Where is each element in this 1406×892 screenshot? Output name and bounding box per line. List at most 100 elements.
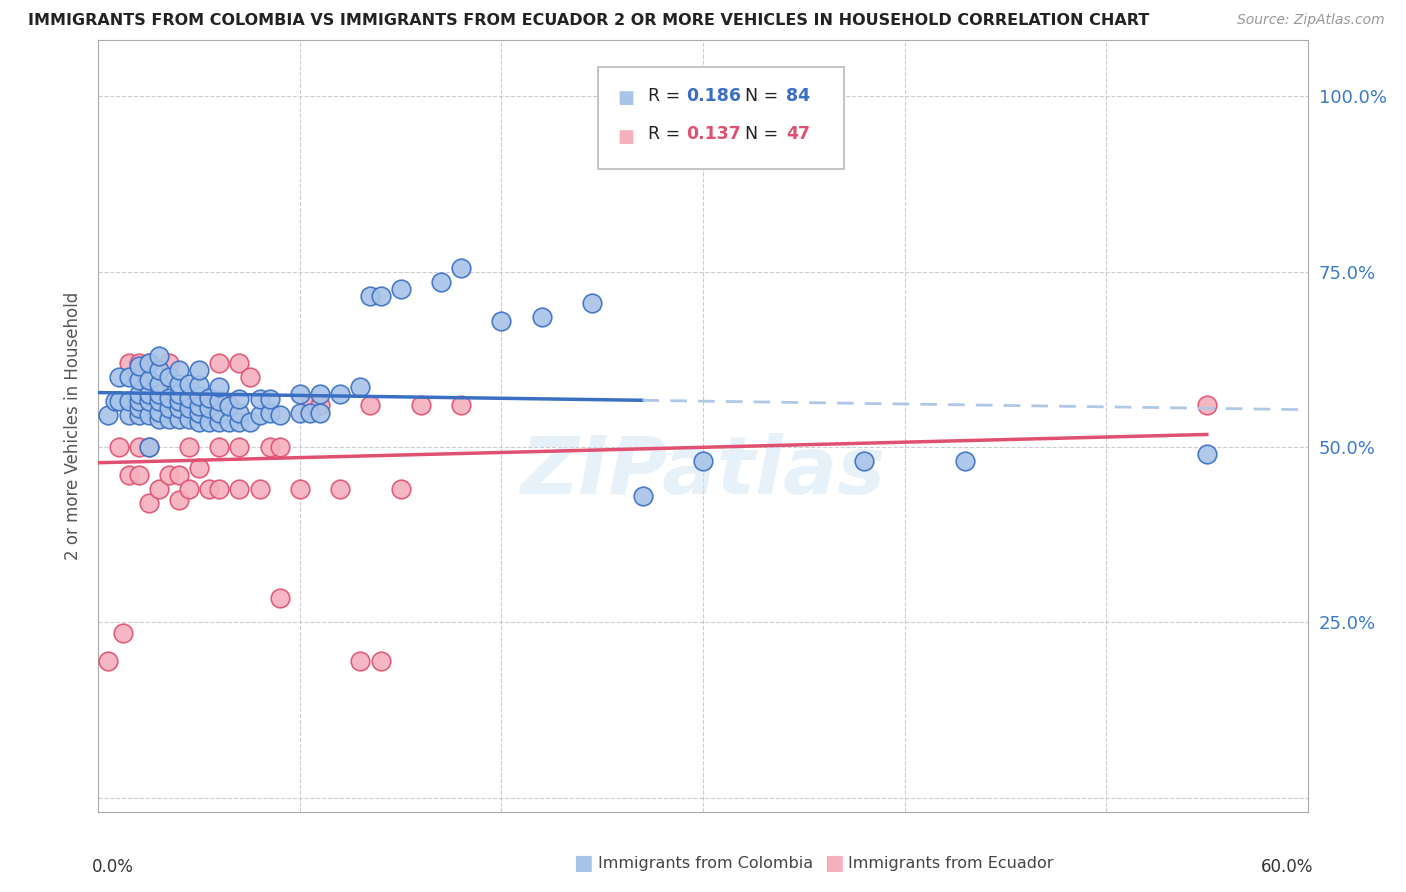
- Point: [228, 482, 250, 496]
- Point: [259, 440, 281, 454]
- Text: 0.186: 0.186: [686, 87, 741, 104]
- Point: [188, 461, 211, 475]
- Point: [128, 373, 150, 387]
- Point: [188, 416, 211, 430]
- Point: [389, 482, 412, 496]
- Text: ■: ■: [617, 89, 634, 107]
- Text: ZIPatlas: ZIPatlas: [520, 434, 886, 511]
- Point: [167, 394, 190, 409]
- Point: [128, 440, 150, 454]
- Point: [198, 482, 221, 496]
- Point: [148, 405, 170, 419]
- Point: [148, 376, 170, 391]
- Point: [167, 376, 190, 391]
- Text: R =: R =: [648, 87, 686, 104]
- Point: [228, 406, 250, 420]
- Text: 47: 47: [786, 125, 810, 143]
- Point: [269, 409, 291, 423]
- Point: [128, 409, 150, 423]
- Point: [349, 380, 371, 394]
- Point: [138, 496, 160, 510]
- Point: [179, 440, 201, 454]
- Point: [138, 394, 160, 409]
- Point: [167, 363, 190, 377]
- Point: [188, 378, 211, 392]
- Point: [118, 468, 141, 483]
- Point: [138, 409, 160, 423]
- Point: [198, 398, 221, 412]
- Point: [329, 387, 352, 401]
- Point: [179, 398, 201, 412]
- Point: [409, 398, 432, 412]
- Point: [853, 454, 876, 468]
- Point: [288, 482, 311, 496]
- Point: [167, 412, 190, 426]
- Point: [249, 409, 271, 423]
- Point: [148, 394, 170, 409]
- Point: [148, 482, 170, 496]
- Text: Immigrants from Ecuador: Immigrants from Ecuador: [848, 856, 1053, 871]
- Text: 0.0%: 0.0%: [93, 858, 134, 876]
- Text: ■: ■: [824, 854, 844, 873]
- Point: [103, 394, 125, 409]
- Point: [208, 380, 231, 394]
- Text: ■: ■: [617, 128, 634, 145]
- Point: [118, 369, 141, 384]
- Point: [208, 356, 231, 370]
- Point: [299, 398, 322, 412]
- Point: [157, 468, 180, 483]
- Point: [208, 416, 231, 430]
- Point: [218, 416, 240, 430]
- Text: N =: N =: [734, 125, 783, 143]
- Point: [491, 314, 513, 328]
- Point: [179, 391, 201, 405]
- Point: [370, 654, 392, 668]
- Point: [631, 489, 654, 503]
- Point: [138, 356, 160, 370]
- Point: [309, 406, 332, 420]
- Point: [179, 412, 201, 426]
- Text: R =: R =: [648, 125, 686, 143]
- Text: Immigrants from Colombia: Immigrants from Colombia: [598, 856, 813, 871]
- Point: [157, 401, 180, 416]
- Point: [309, 398, 332, 412]
- Point: [208, 406, 231, 420]
- Point: [167, 401, 190, 416]
- Point: [148, 387, 170, 401]
- Point: [157, 369, 180, 384]
- Point: [188, 363, 211, 377]
- Point: [228, 392, 250, 407]
- Point: [107, 369, 129, 384]
- Text: Source: ZipAtlas.com: Source: ZipAtlas.com: [1237, 13, 1385, 28]
- Point: [218, 399, 240, 413]
- Point: [228, 356, 250, 370]
- Point: [228, 416, 250, 430]
- Point: [349, 654, 371, 668]
- Point: [239, 416, 262, 430]
- Point: [218, 398, 240, 412]
- Point: [208, 482, 231, 496]
- Point: [370, 289, 392, 303]
- Point: [179, 482, 201, 496]
- Point: [208, 394, 231, 409]
- Point: [138, 356, 160, 370]
- Point: [269, 591, 291, 605]
- Point: [288, 387, 311, 401]
- Point: [128, 359, 150, 374]
- Point: [299, 406, 322, 420]
- Text: 60.0%: 60.0%: [1261, 858, 1313, 876]
- Text: IMMIGRANTS FROM COLOMBIA VS IMMIGRANTS FROM ECUADOR 2 OR MORE VEHICLES IN HOUSEH: IMMIGRANTS FROM COLOMBIA VS IMMIGRANTS F…: [28, 13, 1149, 29]
- Point: [128, 394, 150, 409]
- Point: [692, 454, 714, 468]
- Point: [198, 416, 221, 430]
- Point: [249, 392, 271, 407]
- Point: [1195, 398, 1218, 412]
- Point: [430, 275, 453, 289]
- Point: [167, 492, 190, 507]
- Point: [450, 261, 472, 276]
- Point: [167, 387, 190, 401]
- Point: [530, 310, 553, 325]
- Point: [107, 394, 129, 409]
- Point: [118, 356, 141, 370]
- Point: [269, 440, 291, 454]
